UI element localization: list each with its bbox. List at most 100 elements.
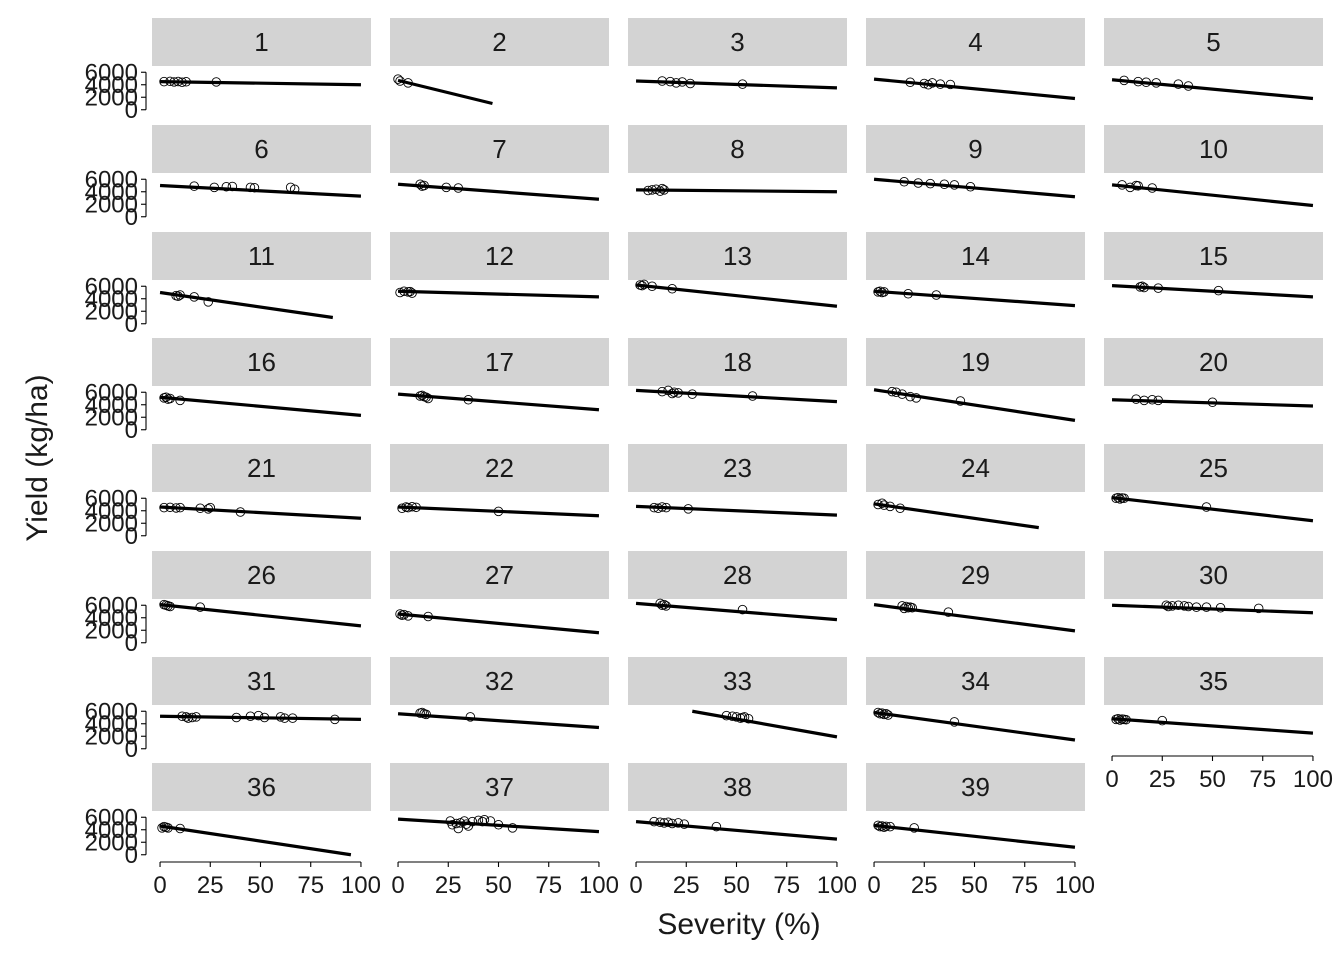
facet-strip xyxy=(1104,125,1323,173)
data-point xyxy=(671,78,681,88)
data-point xyxy=(905,391,915,402)
data-point xyxy=(1161,600,1172,611)
y-tick-label: 0 xyxy=(125,842,138,869)
data-point xyxy=(1157,715,1168,726)
x-tick-label: 0 xyxy=(867,872,880,899)
facet-label: 14 xyxy=(961,241,990,271)
data-point xyxy=(885,821,895,832)
data-point xyxy=(687,389,698,399)
data-point xyxy=(1139,395,1149,406)
facet-label: 34 xyxy=(961,666,990,696)
data-point xyxy=(659,599,669,610)
facet-strip xyxy=(390,18,609,66)
regression-line xyxy=(397,612,600,635)
facet-strip xyxy=(390,551,609,599)
data-point xyxy=(161,392,171,403)
data-point xyxy=(649,816,659,827)
facet-panel: 22 xyxy=(390,444,609,518)
data-point xyxy=(911,393,921,403)
y-tick-label: 0 xyxy=(125,630,138,657)
data-point xyxy=(423,393,433,404)
data-point xyxy=(905,77,915,87)
facet-strip xyxy=(628,18,847,66)
facet-strip xyxy=(628,763,847,811)
data-point xyxy=(737,604,748,615)
data-point xyxy=(873,820,883,831)
data-point xyxy=(403,502,413,513)
data-point xyxy=(165,76,175,87)
data-point xyxy=(945,79,956,90)
regression-line xyxy=(1111,496,1314,523)
facet-strip xyxy=(152,125,371,173)
data-point xyxy=(279,713,290,723)
facet-strip xyxy=(628,444,847,492)
data-point xyxy=(461,819,472,829)
facet-label: 38 xyxy=(723,772,752,802)
data-point xyxy=(659,818,669,828)
data-point xyxy=(465,712,476,722)
x-tick-label: 100 xyxy=(817,872,857,899)
data-point xyxy=(493,506,504,517)
data-point xyxy=(1147,183,1157,193)
data-point xyxy=(169,77,179,87)
facet-label: 7 xyxy=(492,134,506,164)
regression-line xyxy=(873,603,1076,633)
x-tick-label: 25 xyxy=(673,872,700,899)
data-point xyxy=(1253,603,1264,614)
data-point xyxy=(685,78,696,89)
data-point xyxy=(245,711,256,722)
data-point xyxy=(453,183,464,193)
facet-panel: 27 xyxy=(390,551,609,635)
data-point xyxy=(463,395,474,405)
facet-label: 18 xyxy=(723,347,752,377)
data-point xyxy=(673,818,683,828)
facet-strip xyxy=(152,338,371,386)
data-point xyxy=(171,503,181,513)
data-point xyxy=(159,76,169,87)
data-point xyxy=(195,503,205,514)
data-point xyxy=(1153,283,1163,293)
facet-panel: 15 xyxy=(1104,232,1323,299)
facet-panel: 18 xyxy=(628,338,847,404)
facet-panel: 10 xyxy=(1104,125,1323,208)
data-point xyxy=(653,503,663,514)
facet-strip xyxy=(866,657,1085,705)
data-point xyxy=(731,712,742,722)
facet-label: 20 xyxy=(1199,347,1228,377)
x-axis-title: Severity (%) xyxy=(657,908,820,941)
facet-strip xyxy=(866,763,1085,811)
data-point xyxy=(1115,494,1125,504)
data-point xyxy=(393,74,403,84)
regression-line xyxy=(1111,398,1314,408)
regression-line xyxy=(635,79,838,90)
facet-panel: 4 xyxy=(866,18,1085,101)
x-tick-label: 100 xyxy=(1293,766,1333,793)
y-tick-label: 6000 xyxy=(85,379,138,406)
y-tick-label: 6000 xyxy=(85,485,138,512)
regression-line xyxy=(635,283,838,308)
data-point xyxy=(399,609,409,620)
data-point xyxy=(227,181,238,192)
data-point xyxy=(1119,493,1129,504)
data-point xyxy=(405,286,415,297)
facet-strip xyxy=(866,551,1085,599)
y-tick-label: 4000 xyxy=(85,392,138,419)
facet-strip xyxy=(390,657,609,705)
data-point xyxy=(175,395,185,406)
x-tick-label: 25 xyxy=(1149,766,1176,793)
x-tick-label: 25 xyxy=(435,872,462,899)
data-point xyxy=(209,182,220,193)
data-point xyxy=(885,501,895,512)
facet-label: 32 xyxy=(485,666,514,696)
y-tick-label: 6000 xyxy=(85,273,138,300)
x-tick-label: 25 xyxy=(911,872,938,899)
facet-panel: 29 xyxy=(866,551,1085,633)
x-tick-label: 50 xyxy=(961,872,988,899)
facet-label: 23 xyxy=(723,453,752,483)
facet-panel: 30 xyxy=(1104,551,1323,615)
facet-label: 30 xyxy=(1199,560,1228,590)
facet-panel: 7 xyxy=(390,125,609,201)
facet-label: 19 xyxy=(961,347,990,377)
facet-label: 26 xyxy=(247,560,276,590)
data-point xyxy=(637,280,647,291)
